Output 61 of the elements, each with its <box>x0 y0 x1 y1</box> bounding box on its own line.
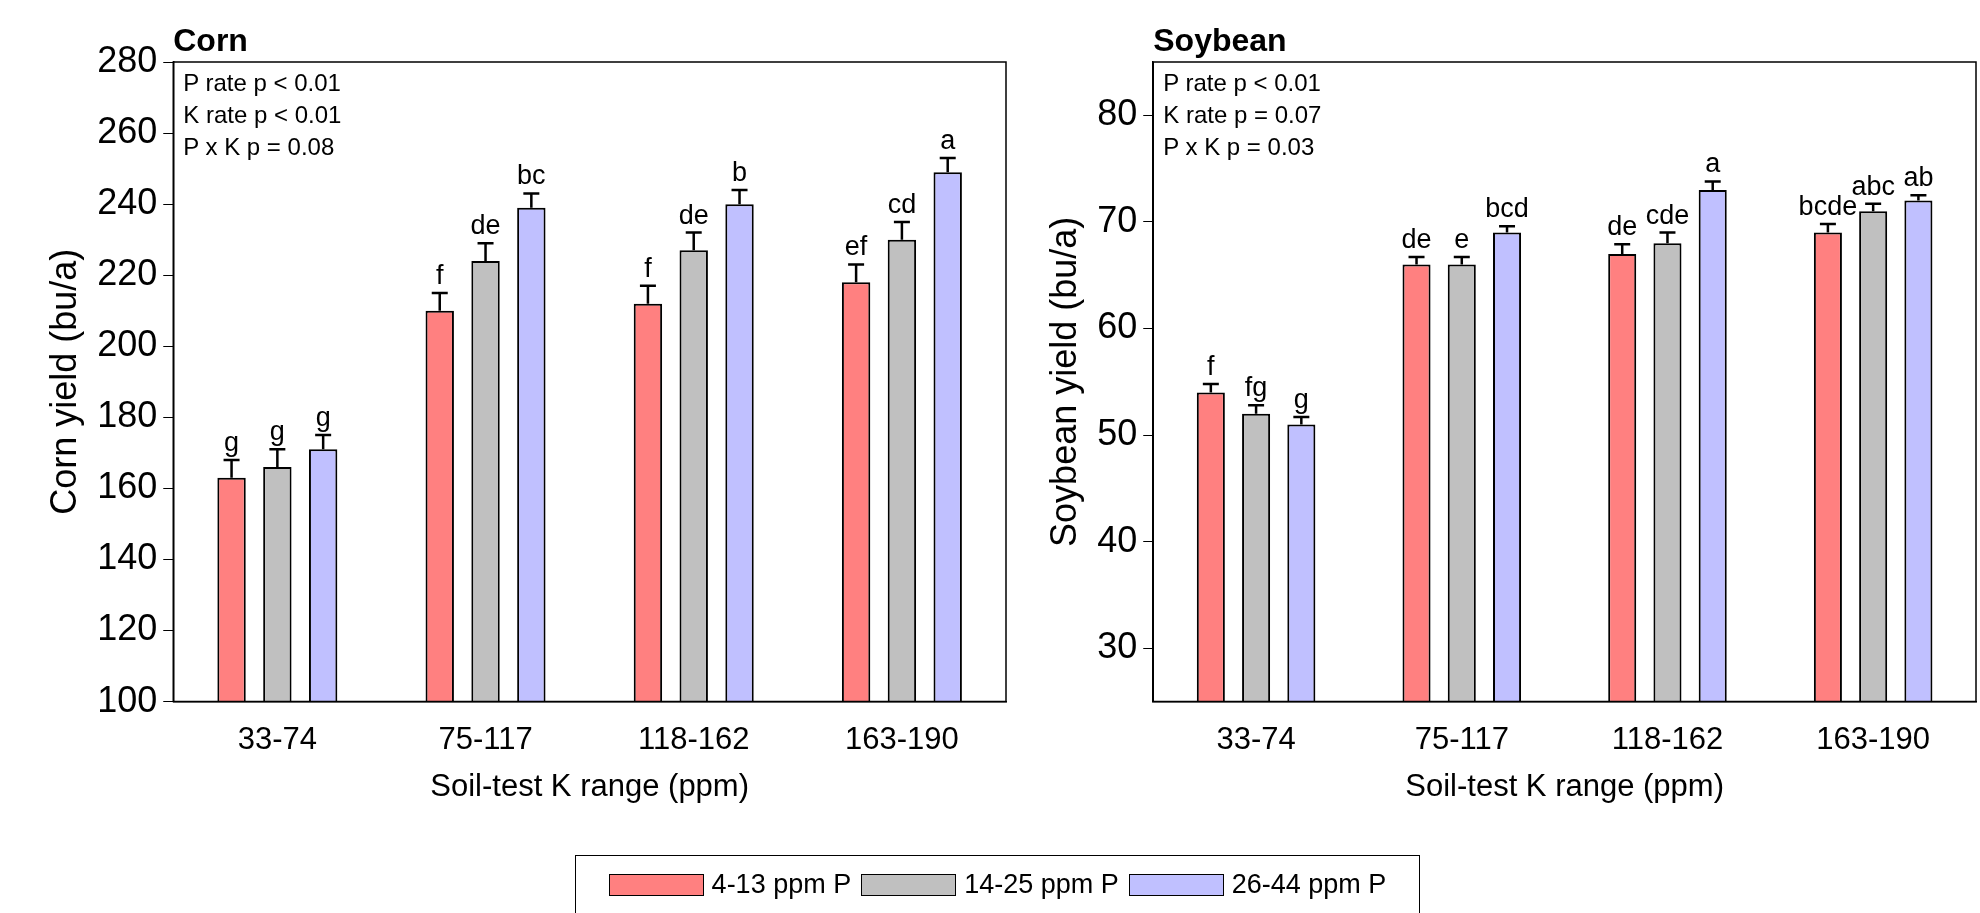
y-tick-label: 60 <box>1097 305 1138 347</box>
y-tick-label: 280 <box>97 38 158 80</box>
data-label: de <box>1401 224 1432 255</box>
x-tick-label: 118-162 <box>637 720 750 756</box>
y-tick-label: 180 <box>97 394 158 436</box>
y-axis-title: Soybean yield (bu/a) <box>1042 216 1084 547</box>
y-tick-label: 160 <box>97 465 158 507</box>
legend-label: 26-44 ppm P <box>1231 869 1387 900</box>
data-label: f <box>435 259 444 290</box>
data-label: a <box>940 124 957 155</box>
data-label: cde <box>1645 199 1690 230</box>
annotation: K rate p = 0.07 <box>1163 100 1322 128</box>
data-label: bc <box>517 160 546 191</box>
data-label: g <box>315 402 331 433</box>
y-tick-label: 40 <box>1097 518 1138 560</box>
data-label: f <box>644 252 653 283</box>
x-tick-label: 75-117 <box>438 720 533 756</box>
x-tick-label: 33-74 <box>237 720 317 756</box>
y-tick-label: 100 <box>97 678 158 720</box>
legend-label: 4-13 ppm P <box>711 869 852 900</box>
x-tick-label: 75-117 <box>1414 720 1509 756</box>
data-label: g <box>1293 383 1309 414</box>
data-label: e <box>1454 224 1470 255</box>
annotation: P x K p = 0.03 <box>1163 132 1315 160</box>
y-tick-label: 200 <box>97 323 158 365</box>
data-label: fg <box>1244 372 1268 403</box>
y-tick-label: 140 <box>97 536 158 578</box>
data-label: cd <box>887 188 917 219</box>
data-label: bcd <box>1485 193 1529 224</box>
data-label: ab <box>1903 162 1934 193</box>
annotation: P rate p < 0.01 <box>183 68 341 96</box>
y-tick-label: 50 <box>1097 412 1138 454</box>
y-tick-label: 120 <box>97 607 158 649</box>
y-tick-label: 70 <box>1097 198 1138 240</box>
chart-title: Soybean <box>1153 21 1287 58</box>
y-axis-title: Corn yield (bu/a) <box>42 248 84 515</box>
x-tick-label: 163-190 <box>845 720 959 756</box>
x-tick-label: 163-190 <box>1816 720 1931 756</box>
legend-label: 14-25 ppm P <box>964 869 1119 900</box>
data-label: f <box>1207 350 1216 381</box>
chart-title: Corn <box>173 21 248 58</box>
y-tick-label: 240 <box>97 181 158 223</box>
data-label: de <box>678 199 709 230</box>
data-label: g <box>269 416 285 447</box>
x-axis-title: Soil-test K range (ppm) <box>1405 767 1724 803</box>
x-tick-label: 33-74 <box>1216 720 1296 756</box>
y-tick-label: 30 <box>1097 625 1138 667</box>
x-tick-label: 118-162 <box>1611 720 1724 756</box>
data-label: ef <box>844 231 868 262</box>
data-label: g <box>224 426 240 457</box>
data-label: a <box>1705 148 1722 179</box>
annotation: P x K p = 0.08 <box>183 132 335 160</box>
y-tick-label: 80 <box>1097 92 1138 134</box>
x-axis-title: Soil-test K range (ppm) <box>430 767 749 803</box>
y-tick-label: 220 <box>97 252 158 294</box>
data-label: de <box>470 210 501 241</box>
data-label: b <box>732 156 748 187</box>
y-tick-label: 260 <box>97 109 158 151</box>
annotation: P rate p < 0.01 <box>1163 68 1321 96</box>
data-label: de <box>1607 211 1638 242</box>
annotation: K rate p < 0.01 <box>183 100 342 128</box>
